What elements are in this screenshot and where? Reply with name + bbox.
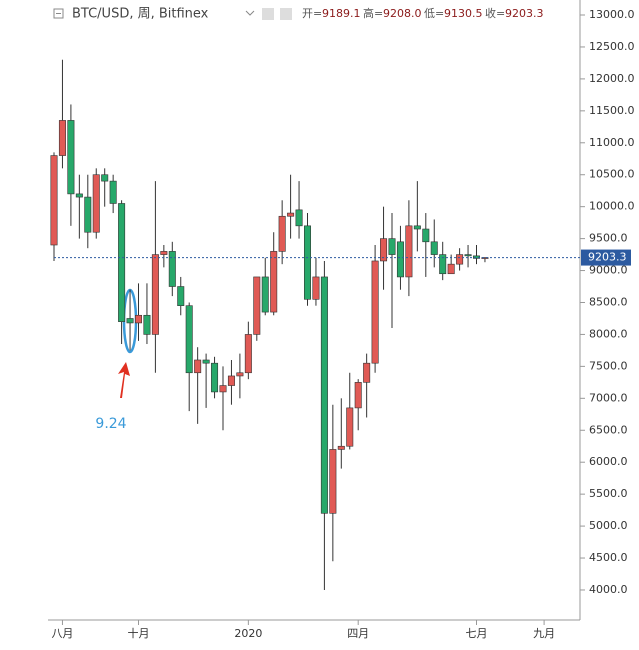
candle-body	[422, 228, 430, 243]
candle-body	[464, 254, 472, 257]
y-tick-label: 7500.0	[589, 359, 628, 372]
y-tick-label: 10000.0	[589, 200, 635, 213]
candle-body	[75, 193, 83, 198]
candle-body	[168, 251, 176, 287]
candle-body	[101, 174, 109, 182]
y-tick-label: 12500.0	[589, 40, 635, 53]
low-value: 9130.5	[444, 7, 483, 20]
arrow	[118, 362, 130, 398]
candle-body	[447, 263, 455, 275]
candle-body	[337, 445, 345, 450]
x-tick-label: 2020	[234, 627, 262, 640]
y-tick-label: 6500.0	[589, 423, 628, 436]
candle-body	[346, 407, 354, 447]
high-value: 9208.0	[383, 7, 422, 20]
y-tick-label: 7000.0	[589, 391, 628, 404]
x-tick-label: 九月	[533, 627, 555, 640]
candle-body	[312, 276, 320, 300]
high-label: 高=	[363, 6, 383, 20]
close-value: 9203.3	[505, 7, 544, 20]
candle-body	[363, 362, 371, 383]
open-label: 开=	[302, 7, 322, 20]
y-tick-label: 12000.0	[589, 72, 635, 85]
candle-body	[413, 225, 421, 230]
x-tick-label: 十月	[128, 626, 150, 640]
y-tick-label: 4500.0	[589, 551, 628, 564]
candle-body	[380, 238, 388, 262]
candle-body	[58, 120, 66, 156]
low-label: 低=	[424, 7, 444, 20]
candle-body	[92, 174, 100, 233]
candle-body	[126, 318, 134, 324]
y-tick-label: 11000.0	[589, 136, 635, 149]
annotation: 9.24	[95, 416, 126, 432]
last-price-label: 9203.3	[588, 251, 627, 264]
candle-body	[135, 314, 143, 324]
candle-body	[236, 372, 244, 377]
y-tick-label: 8000.0	[589, 327, 628, 340]
candle-body	[185, 305, 193, 374]
candle-body	[109, 180, 117, 204]
candle-body	[303, 225, 311, 300]
y-tick-label: 8500.0	[589, 295, 628, 308]
candle-body	[160, 251, 168, 255]
y-tick-label: 6000.0	[589, 455, 628, 468]
candle-body	[202, 359, 210, 364]
candle-body	[143, 314, 151, 335]
y-tick-label: 9500.0	[589, 232, 628, 245]
candle-body	[430, 241, 438, 255]
candle-body	[219, 385, 227, 393]
y-tick-label: 11500.0	[589, 104, 635, 117]
candle-body	[261, 276, 269, 313]
y-tick-label: 10500.0	[589, 168, 635, 181]
candle-body	[354, 382, 362, 409]
candle-body	[320, 276, 328, 514]
y-tick-label: 13000.0	[589, 8, 635, 21]
open-value: 9189.1	[322, 7, 361, 20]
candle-body	[388, 238, 396, 255]
candle-body	[481, 257, 489, 259]
y-tick-label: 4000.0	[589, 583, 628, 596]
candle-body	[194, 359, 202, 374]
candle-body	[396, 241, 404, 278]
candle-body	[118, 203, 126, 322]
candle-body	[227, 375, 235, 386]
refresh-icon[interactable]	[280, 8, 292, 20]
candle-body	[270, 251, 278, 313]
y-tick-label: 5000.0	[589, 519, 628, 532]
candle-body	[151, 254, 159, 335]
candle-body	[253, 276, 261, 335]
candle-body	[295, 209, 303, 227]
settings-icon[interactable]	[262, 8, 274, 20]
candle-body	[50, 155, 58, 246]
x-tick-label: 八月	[51, 627, 73, 640]
candle-body	[287, 212, 295, 217]
candle-body	[244, 334, 252, 374]
candle-body	[84, 196, 92, 233]
candle-body	[456, 254, 464, 265]
close-label: 收=	[485, 6, 505, 20]
candle-body	[329, 449, 337, 514]
symbol-title: BTC/USD, 周, Bitfinex	[72, 7, 209, 22]
candle-body	[405, 225, 413, 278]
candle-body	[177, 286, 185, 306]
last-price-box	[581, 249, 631, 266]
collapse-icon[interactable]	[53, 8, 64, 19]
y-tick-label: 5500.0	[589, 487, 628, 500]
candle-body	[439, 254, 447, 275]
x-tick-label: 七月	[466, 627, 488, 640]
y-tick-label: 9000.0	[589, 264, 628, 277]
candle-body	[211, 362, 219, 393]
dropdown-icon[interactable]	[245, 10, 255, 16]
candle-body	[371, 260, 379, 364]
x-tick-label: 四月	[347, 627, 369, 640]
candle-body	[67, 120, 75, 195]
candle-body	[278, 215, 286, 252]
